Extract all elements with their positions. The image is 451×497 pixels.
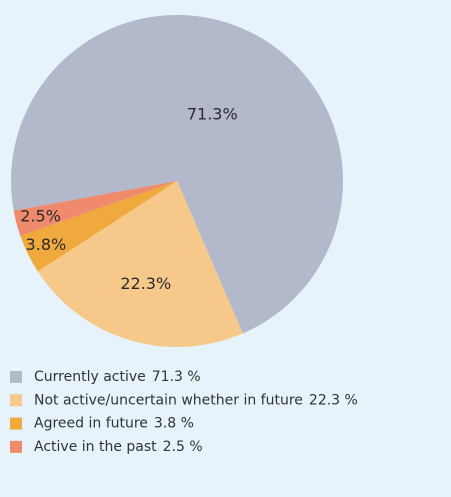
slice-label: 3.8%	[26, 235, 67, 254]
legend-value: 2.5 %	[163, 439, 203, 455]
legend-text: Not active/uncertain whether in future 22…	[34, 392, 358, 408]
slice-label: 71.3%	[187, 105, 238, 124]
pie-slice	[13, 181, 178, 236]
legend-label: Active in the past	[34, 439, 157, 455]
legend-swatch	[10, 440, 22, 453]
legend-value: 3.8 %	[154, 416, 194, 432]
legend-value: 22.3 %	[309, 392, 358, 408]
legend-text: Currently active 71.3 %	[34, 369, 201, 385]
legend-swatch	[10, 371, 22, 383]
legend-label: Agreed in future	[34, 416, 148, 432]
legend-swatch	[10, 394, 22, 407]
legend-swatch	[10, 417, 22, 430]
pie-slice	[20, 181, 177, 272]
legend-label: Not active/uncertain whether in future	[34, 392, 303, 408]
pie-slice	[37, 181, 243, 347]
legend-label: Currently active	[34, 369, 146, 385]
pie-slice	[10, 14, 343, 334]
legend-value: 71.3 %	[152, 369, 201, 385]
legend-text: Active in the past 2.5 %	[34, 439, 203, 455]
legend-text: Agreed in future 3.8 %	[34, 416, 194, 432]
slice-label: 22.3%	[120, 274, 171, 293]
slice-label: 2.5%	[20, 207, 61, 226]
